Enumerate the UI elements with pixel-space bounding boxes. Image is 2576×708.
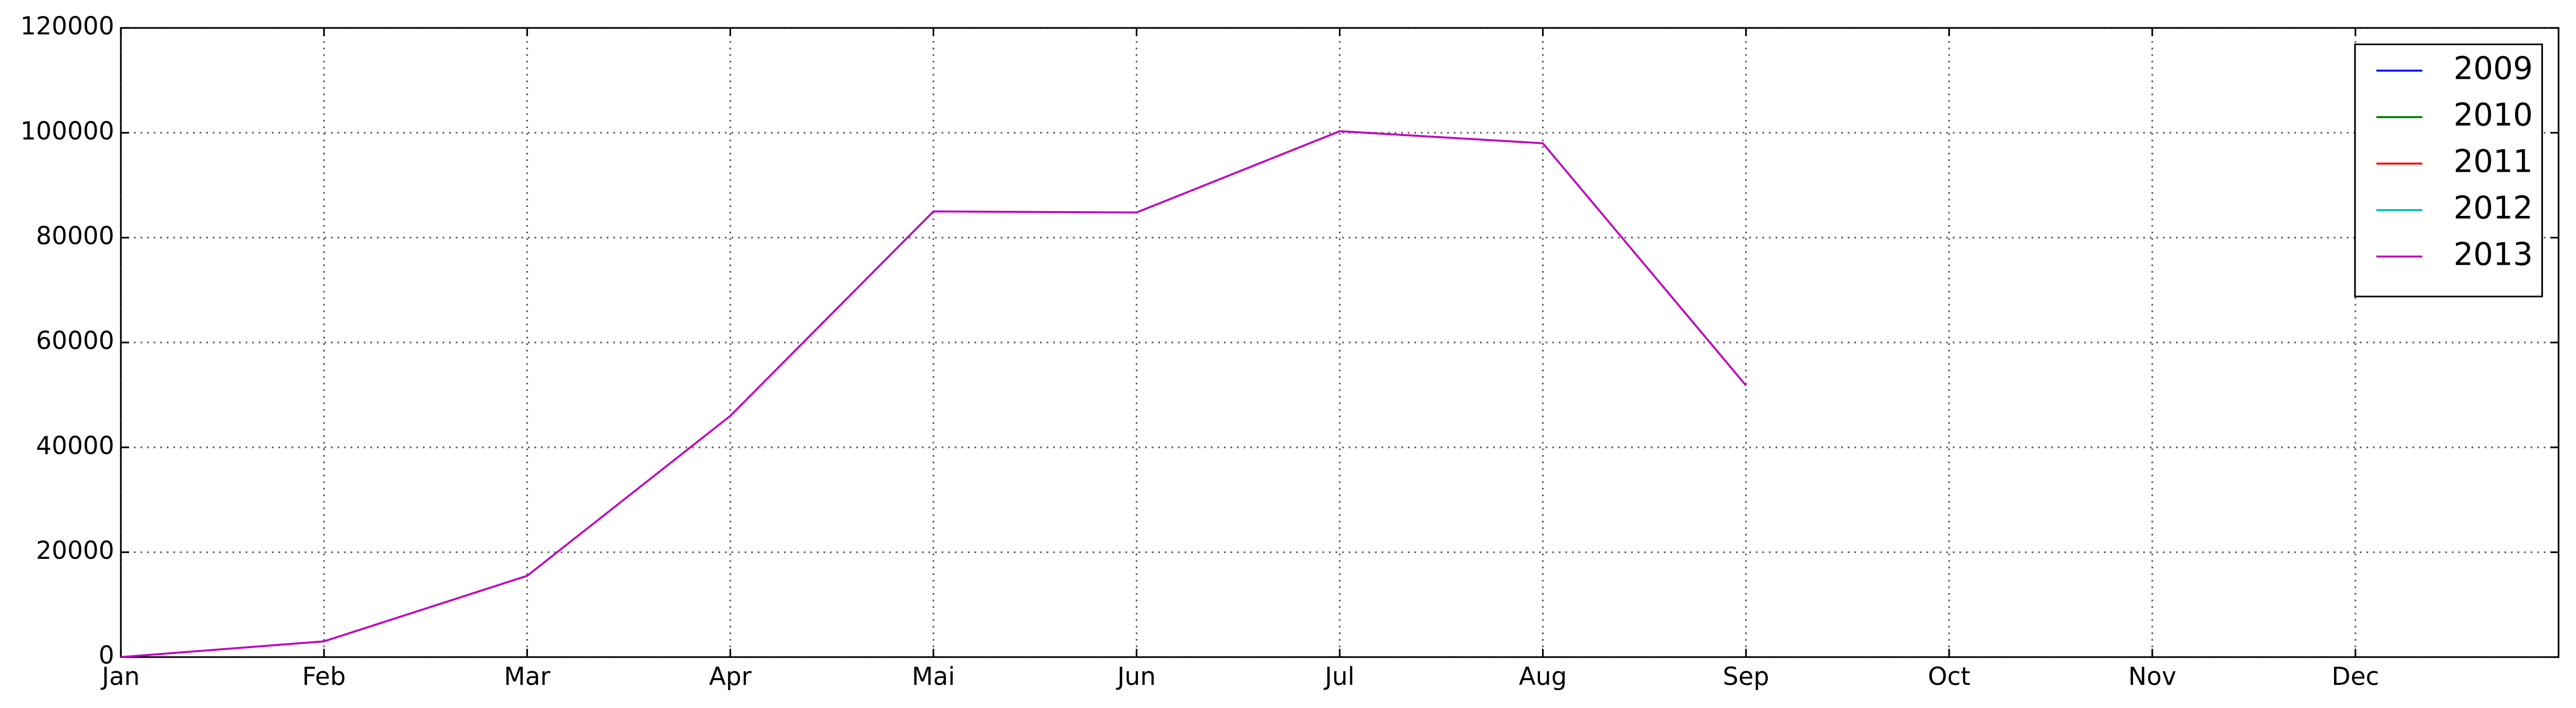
x-tick-label: Sep: [1723, 662, 1769, 691]
y-tick-label: 120000: [20, 12, 114, 41]
legend-box: [2354, 43, 2543, 298]
x-tick-label: Dec: [2331, 662, 2379, 691]
legend-label: 2011: [2454, 144, 2533, 180]
y-tick-label: 80000: [36, 222, 114, 251]
y-tick-label: 0: [99, 641, 114, 670]
y-tick-label: 40000: [36, 431, 114, 460]
legend-label: 2012: [2454, 190, 2533, 226]
y-tick-label: 100000: [20, 117, 114, 145]
legend-label: 2010: [2454, 97, 2533, 133]
x-tick-label: Jan: [100, 662, 140, 691]
x-tick-label: Jun: [1116, 662, 1156, 691]
x-tick-label: Oct: [1928, 662, 1970, 691]
x-tick-label: Apr: [709, 662, 752, 691]
x-tick-label: Aug: [1519, 662, 1567, 691]
y-tick-label: 60000: [36, 327, 114, 356]
y-tick-label: 20000: [36, 536, 114, 565]
legend-label: 2009: [2454, 51, 2533, 87]
x-tick-label: Mai: [912, 662, 955, 691]
x-tick-label: Mar: [504, 662, 551, 691]
line-series: [121, 130, 1747, 658]
legend-label: 2013: [2454, 237, 2533, 273]
x-tick-label: Nov: [2128, 662, 2177, 691]
x-tick-label: Feb: [302, 662, 346, 691]
plot-frame: [120, 27, 2560, 658]
x-tick-label: Jul: [1323, 662, 1355, 691]
